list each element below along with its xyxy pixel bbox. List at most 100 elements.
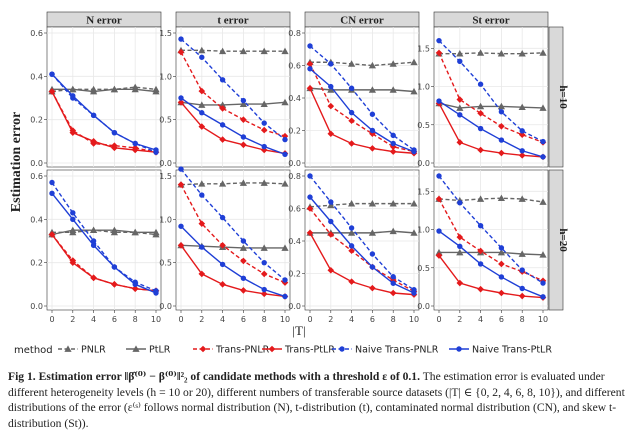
- data-point-naive-trans-ptlr: [328, 218, 334, 225]
- data-point-trans-pnlr: [177, 181, 185, 188]
- data-point-trans-pnlr: [219, 242, 226, 249]
- data-point-naive-trans-ptlr: [457, 112, 463, 118]
- series-line-trans-ptlr: [309, 232, 415, 296]
- data-point-naive-trans-pnlr: [240, 97, 247, 104]
- series-line-ptlr: [52, 88, 157, 93]
- data-point-trans-ptlr: [90, 138, 97, 145]
- data-point-naive-trans-pnlr: [436, 173, 442, 179]
- data-point-pnlr: [348, 200, 356, 207]
- data-point-naive-trans-ptlr: [49, 190, 55, 197]
- faceted-line-chart: N error t error CN error St error h=10 0.0 0.2…: [9, 11, 569, 356]
- row-strip-label-h-10: h=10: [557, 85, 569, 109]
- caption-lead: Fig 1. Estimation error: [8, 370, 125, 383]
- panel-h-10-t-error: 0.0 0.5 1.0 1.5: [159, 26, 291, 168]
- y-tick-label: 0.6: [288, 62, 301, 71]
- data-point-naive-trans-ptlr: [411, 148, 417, 155]
- data-point-naive-trans-pnlr: [282, 277, 288, 283]
- legend-key-marker-naive-trans-pnlr: [339, 346, 345, 352]
- y-tick-label: 0.0: [417, 159, 430, 168]
- x-tick-label: 10: [151, 315, 161, 324]
- data-point-ptlr: [497, 102, 505, 110]
- data-point-trans-pnlr: [498, 122, 505, 130]
- data-point-pnlr: [198, 180, 206, 187]
- data-point-pnlr: [497, 50, 505, 57]
- series-line-ptlr: [51, 229, 156, 236]
- data-point-naive-trans-pnlr: [261, 120, 267, 126]
- data-point-naive-trans-ptlr: [436, 98, 442, 104]
- data-point-naive-trans-ptlr: [90, 112, 97, 119]
- panel-frame: [46, 26, 162, 168]
- x-tick-label: 2: [199, 315, 204, 324]
- y-tick-label: 0.2: [288, 270, 301, 279]
- series-line-naive-trans-pnlr: [309, 175, 415, 291]
- data-point-pnlr: [327, 201, 335, 209]
- data-point-trans-pnlr: [498, 260, 505, 268]
- data-point-pnlr: [518, 50, 526, 57]
- panel-h-10-n-error: 0.0 0.2 0.4 0.6: [30, 26, 162, 168]
- data-point-pnlr: [410, 200, 418, 207]
- series-line-ptlr: [310, 230, 415, 234]
- data-point-naive-trans-ptlr: [348, 109, 355, 116]
- data-point-naive-trans-ptlr: [70, 216, 76, 223]
- panel-frame: [304, 26, 420, 168]
- data-point-ptlr: [110, 226, 118, 234]
- caption-body: The estimation error is evaluated under …: [8, 370, 625, 430]
- series-line-naive-trans-pnlr: [180, 168, 286, 281]
- data-point-pnlr: [368, 61, 376, 69]
- y-tick-label: 0.5: [417, 121, 430, 130]
- data-point-ptlr: [435, 248, 443, 256]
- series-line-ptlr: [180, 244, 285, 249]
- y-tick-label: 1.0: [159, 215, 172, 224]
- y-tick-label: 0.5: [417, 264, 430, 273]
- column-strip-label-t-error: t error: [217, 15, 248, 27]
- data-point-naive-trans-ptlr: [498, 274, 505, 280]
- data-point-ptlr: [539, 104, 547, 111]
- data-point-pnlr: [539, 49, 547, 56]
- data-point-trans-ptlr: [198, 270, 206, 278]
- data-point-naive-trans-ptlr: [457, 243, 463, 250]
- y-tick-label: 0.0: [288, 159, 301, 168]
- data-point-trans-ptlr: [111, 144, 118, 152]
- series-line-trans-ptlr: [438, 255, 544, 299]
- column-strip-label-st-error: St error: [472, 15, 509, 27]
- data-point-trans-ptlr: [240, 287, 247, 294]
- y-axis-label: Estimation error: [9, 112, 24, 212]
- data-point-naive-trans-pnlr: [261, 259, 267, 266]
- data-point-naive-trans-pnlr: [457, 58, 463, 64]
- x-tick-label: 8: [391, 315, 396, 324]
- series-line-naive-trans-ptlr: [180, 97, 286, 155]
- data-point-trans-ptlr: [177, 99, 185, 106]
- series-line-trans-pnlr: [309, 208, 415, 292]
- y-tick-label: 0.6: [30, 172, 43, 181]
- y-tick-label: 0.0: [417, 302, 430, 311]
- series-line-trans-ptlr: [438, 103, 544, 158]
- data-point-ptlr: [152, 228, 160, 236]
- data-point-pnlr: [239, 179, 247, 186]
- data-point-naive-trans-ptlr: [132, 140, 138, 147]
- series-line-naive-trans-ptlr: [51, 192, 157, 294]
- series-line-naive-trans-pnlr: [438, 175, 544, 284]
- series-line-trans-pnlr: [438, 52, 544, 144]
- data-point-naive-trans-ptlr: [240, 134, 247, 140]
- x-tick-label: 8: [520, 315, 525, 324]
- data-point-naive-trans-pnlr: [70, 210, 76, 216]
- data-point-trans-ptlr: [456, 139, 464, 146]
- data-point-naive-trans-ptlr: [477, 261, 484, 267]
- x-tick-label: 0: [178, 315, 183, 324]
- y-tick-label: 0.4: [288, 237, 301, 246]
- data-point-trans-ptlr: [90, 274, 97, 282]
- data-point-ptlr: [90, 87, 98, 95]
- data-point-ptlr: [281, 244, 289, 251]
- data-point-trans-ptlr: [327, 266, 335, 274]
- data-point-trans-pnlr: [198, 220, 206, 227]
- data-point-trans-ptlr: [177, 242, 185, 249]
- data-point-pnlr: [260, 179, 268, 186]
- x-tick-label: 10: [409, 315, 419, 324]
- legend-label-trans-ptlr: Trans-PtLR: [284, 345, 335, 356]
- data-point-trans-ptlr: [306, 229, 314, 237]
- data-point-naive-trans-pnlr: [240, 238, 247, 244]
- panel-h-20-n-error: 0.0 0.2 0.4 0.6 0 2 4 6 8 10: [30, 169, 162, 324]
- data-point-ptlr: [389, 227, 397, 235]
- data-point-naive-trans-pnlr: [178, 166, 184, 172]
- data-point-naive-trans-pnlr: [199, 54, 205, 60]
